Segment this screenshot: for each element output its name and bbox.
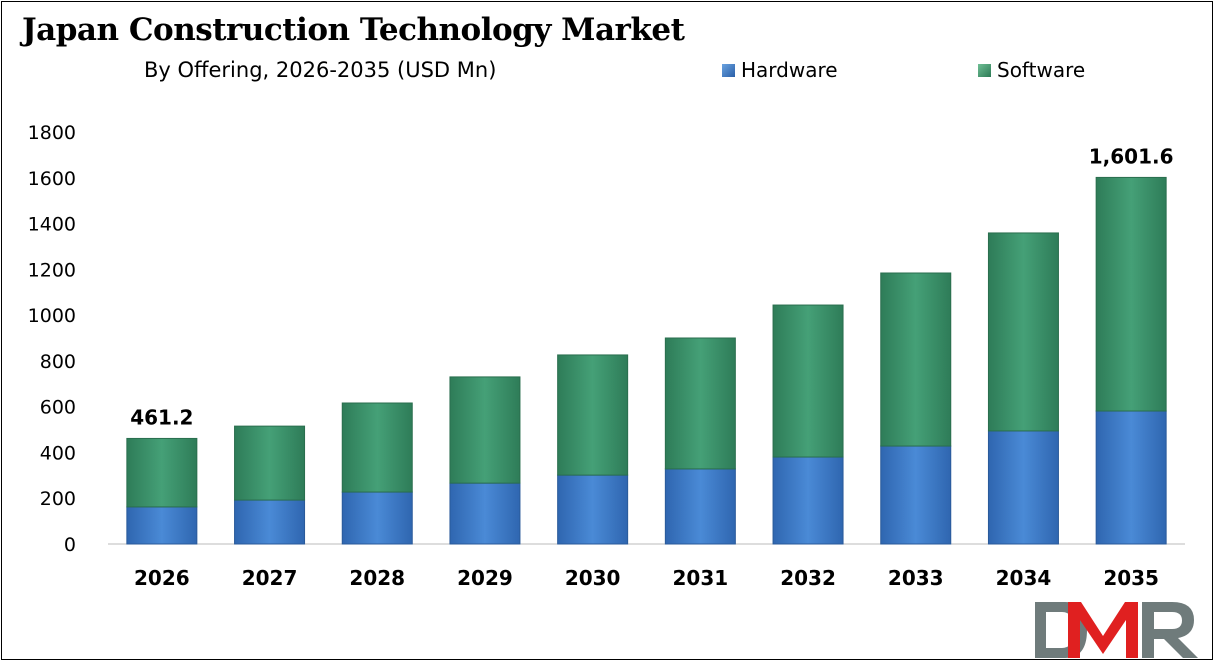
- x-tick-label: 2031: [673, 566, 729, 590]
- legend-swatch-hardware: [722, 63, 735, 77]
- chart-subtitle: By Offering, 2026-2035 (USD Mn): [144, 58, 497, 82]
- x-tick-label: 2035: [1103, 566, 1159, 590]
- bar-software-2035: [1095, 176, 1167, 412]
- bar-hardware-2031: [664, 468, 736, 545]
- bar-hardware-2033: [880, 445, 952, 545]
- y-tick-label: 200: [40, 488, 76, 510]
- legend-item-software: Software: [978, 58, 1085, 82]
- bar-software-2029: [449, 376, 521, 484]
- bar-hardware-2035: [1095, 410, 1167, 545]
- x-tick-label: 2028: [349, 566, 405, 590]
- bar-software-2030: [557, 354, 629, 476]
- bar-hardware-2028: [341, 491, 413, 545]
- bar-software-2032: [772, 304, 844, 458]
- x-tick-label: 2030: [565, 566, 621, 590]
- y-tick-label: 1600: [28, 168, 76, 190]
- legend-label-software: Software: [997, 58, 1086, 82]
- x-tick-label: 2027: [242, 566, 298, 590]
- y-tick-label: 1000: [28, 305, 76, 327]
- bar-hardware-2030: [557, 474, 629, 545]
- x-tick-label: 2032: [780, 566, 836, 590]
- bar-hardware-2032: [772, 456, 844, 545]
- y-tick-label: 1400: [28, 214, 76, 236]
- bar-hardware-2029: [449, 482, 521, 545]
- bar-software-2028: [341, 402, 413, 493]
- bar-hardware-2034: [987, 430, 1059, 545]
- x-tick-label: 2029: [457, 566, 513, 590]
- legend-item-hardware: Hardware: [722, 58, 838, 82]
- data-label-2035: 1,601.6: [1089, 144, 1174, 168]
- bar-hardware-2026: [126, 506, 198, 545]
- bar-software-2034: [987, 232, 1059, 432]
- legend-swatch-software: [978, 63, 991, 77]
- y-tick-label: 400: [40, 442, 76, 464]
- x-tick-label: 2034: [996, 566, 1052, 590]
- y-tick-label: 600: [40, 397, 76, 419]
- bar-software-2026: [126, 437, 198, 508]
- y-tick-label: 0: [64, 534, 76, 556]
- bar-software-2033: [880, 272, 952, 447]
- data-label-2026: 461.2: [130, 405, 193, 429]
- y-tick-label: 1200: [28, 259, 76, 281]
- chart-title: Japan Construction Technology Market: [22, 12, 685, 48]
- y-tick-label: 1800: [28, 122, 76, 144]
- bar-software-2031: [664, 337, 736, 470]
- bar-software-2027: [234, 425, 306, 501]
- bar-hardware-2027: [234, 499, 306, 545]
- legend-label-hardware: Hardware: [741, 58, 838, 82]
- y-tick-label: 800: [40, 351, 76, 373]
- x-tick-label: 2026: [134, 566, 190, 590]
- x-tick-label: 2033: [888, 566, 944, 590]
